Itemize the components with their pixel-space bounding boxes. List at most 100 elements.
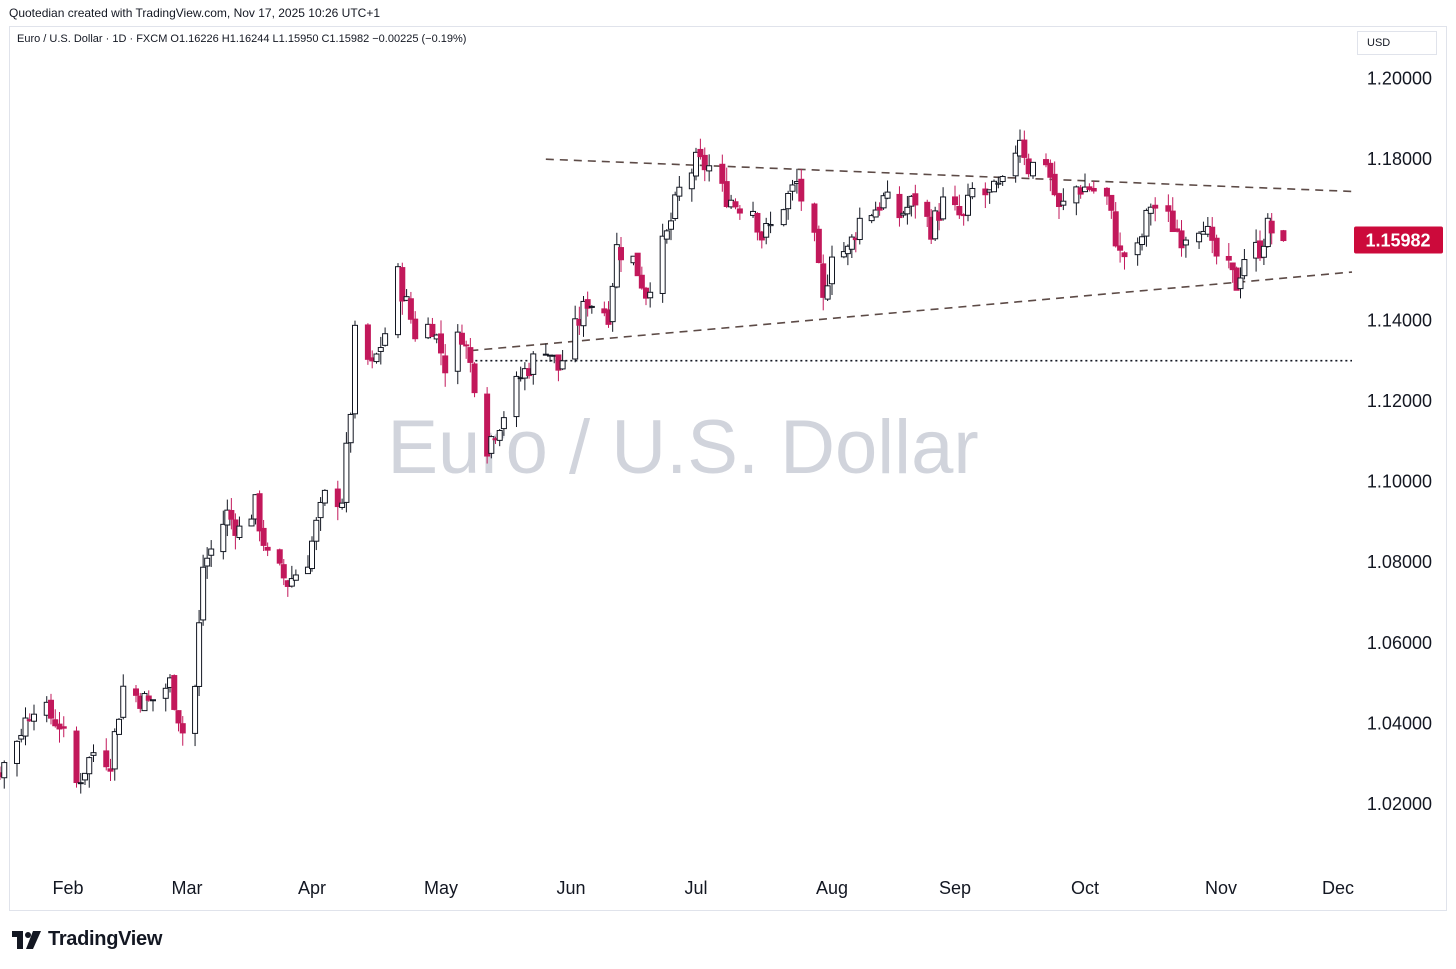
x-tick-label: Oct xyxy=(1071,878,1099,898)
candle xyxy=(1051,161,1058,197)
candle xyxy=(31,704,37,731)
candle xyxy=(442,344,449,387)
candle xyxy=(613,232,620,289)
candle-body xyxy=(200,566,207,621)
chart-frame xyxy=(9,26,1447,911)
candle-body xyxy=(438,333,444,354)
candle xyxy=(848,234,855,259)
candle xyxy=(321,489,328,506)
candle-body xyxy=(313,519,320,542)
candle xyxy=(208,540,215,567)
candle xyxy=(22,707,29,746)
candle xyxy=(175,710,182,732)
tradingview-brand: TradingView xyxy=(12,928,162,951)
y-tick-label: 1.06000 xyxy=(1367,633,1432,653)
candle-body xyxy=(1280,230,1287,242)
candle xyxy=(723,167,730,209)
candle xyxy=(1213,234,1220,265)
candle xyxy=(559,350,566,371)
candle-body xyxy=(77,782,84,785)
candle xyxy=(1139,233,1146,251)
candle xyxy=(932,206,939,241)
candle-body xyxy=(309,540,315,570)
candle-body xyxy=(248,518,255,527)
x-tick-label: Sep xyxy=(939,878,971,898)
candle-body xyxy=(618,247,624,261)
candle xyxy=(454,324,461,385)
candle xyxy=(1143,208,1150,247)
currency-selector[interactable]: USD xyxy=(1357,31,1437,55)
candle-body xyxy=(763,223,770,238)
candle xyxy=(73,726,80,788)
candle xyxy=(1237,267,1244,299)
candle xyxy=(820,254,827,311)
candle xyxy=(811,202,818,242)
candle xyxy=(304,555,311,575)
candle xyxy=(1268,213,1275,245)
candle-body xyxy=(1121,252,1128,258)
candle xyxy=(1012,145,1019,183)
upper-trendline[interactable] xyxy=(545,158,1353,193)
candle-body xyxy=(1174,228,1181,232)
candle-body xyxy=(1117,245,1124,251)
candle xyxy=(815,225,822,264)
candle xyxy=(145,690,152,702)
candle-body xyxy=(60,726,67,729)
candle-body xyxy=(1043,159,1049,166)
y-tick-label: 1.20000 xyxy=(1367,69,1432,89)
candle xyxy=(824,274,831,302)
last-price-label: 1.15982 xyxy=(1365,231,1430,251)
candle-body xyxy=(634,252,641,277)
tradingview-logo-icon xyxy=(12,930,41,949)
candle-body xyxy=(192,685,199,734)
x-tick-label: Jul xyxy=(684,878,707,898)
candle xyxy=(1073,185,1080,216)
candle xyxy=(407,291,414,324)
candle xyxy=(280,558,287,586)
candle-body xyxy=(429,323,436,338)
candle xyxy=(1178,220,1185,257)
candle xyxy=(60,716,67,738)
candle xyxy=(236,516,243,540)
candle-body xyxy=(208,548,215,556)
candle-body xyxy=(638,274,645,289)
candle-body xyxy=(1056,193,1062,207)
candle-body xyxy=(321,489,328,504)
y-tick-label: 1.12000 xyxy=(1367,391,1432,411)
candle-body xyxy=(133,688,139,696)
candle xyxy=(521,362,528,391)
candle xyxy=(856,207,863,245)
candle xyxy=(668,212,674,241)
candle-body xyxy=(1241,259,1248,277)
candle xyxy=(204,547,211,579)
candle xyxy=(500,411,507,436)
lower-trendline[interactable] xyxy=(470,271,1353,352)
candle xyxy=(1103,187,1110,205)
candle-body xyxy=(880,195,887,209)
candle xyxy=(1241,249,1248,280)
candle xyxy=(260,519,267,551)
candle-body xyxy=(90,752,97,756)
candle-body xyxy=(820,263,827,298)
candle-body xyxy=(584,299,591,309)
candle-body xyxy=(706,165,713,172)
chart-watermark: Euro / U.S. Dollar xyxy=(387,405,978,490)
candle-body xyxy=(1225,255,1232,261)
candle xyxy=(982,182,989,209)
candle-body xyxy=(1260,245,1267,258)
candle-body xyxy=(292,574,299,581)
candle-body xyxy=(1134,242,1141,256)
candle xyxy=(248,514,255,527)
candle-body xyxy=(940,196,947,220)
candle-body xyxy=(256,493,263,532)
candle-body xyxy=(995,182,1002,185)
candle xyxy=(382,327,389,347)
candle-body xyxy=(697,148,704,158)
candle xyxy=(697,138,704,160)
candle xyxy=(1060,188,1067,211)
candle xyxy=(141,691,148,712)
candle-body xyxy=(991,180,997,193)
candle-body xyxy=(304,566,311,575)
candle xyxy=(995,176,1002,189)
